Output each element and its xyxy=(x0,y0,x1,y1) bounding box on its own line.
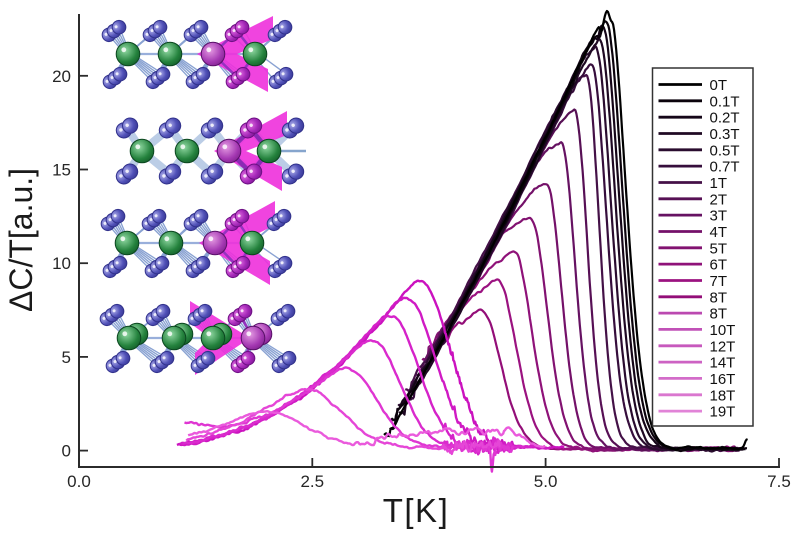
svg-text:0.7T: 0.7T xyxy=(710,159,740,176)
svg-text:18T: 18T xyxy=(710,387,736,404)
svg-text:8T: 8T xyxy=(710,306,728,323)
svg-text:5T: 5T xyxy=(710,240,728,257)
svg-text:7.5: 7.5 xyxy=(767,472,791,491)
svg-text:T[K]: T[K] xyxy=(383,492,450,529)
svg-text:3T: 3T xyxy=(710,208,728,225)
svg-text:0T: 0T xyxy=(710,77,728,94)
svg-text:19T: 19T xyxy=(710,404,736,421)
svg-text:6T: 6T xyxy=(710,257,728,274)
svg-text:4T: 4T xyxy=(710,224,728,241)
svg-text:2.5: 2.5 xyxy=(300,472,324,491)
svg-text:7T: 7T xyxy=(710,273,728,290)
svg-text:15: 15 xyxy=(52,161,71,180)
svg-text:8T: 8T xyxy=(710,289,728,306)
svg-text:2T: 2T xyxy=(710,191,728,208)
svg-text:10T: 10T xyxy=(710,322,736,339)
svg-text:5: 5 xyxy=(62,348,71,367)
svg-text:0: 0 xyxy=(62,442,71,461)
svg-text:0.1T: 0.1T xyxy=(710,93,740,110)
svg-text:0.2T: 0.2T xyxy=(710,110,740,127)
svg-text:5.0: 5.0 xyxy=(534,472,558,491)
svg-text:0.3T: 0.3T xyxy=(710,126,740,143)
svg-text:ΔC/T[a.u.]: ΔC/T[a.u.] xyxy=(3,168,39,312)
svg-text:14T: 14T xyxy=(710,355,736,372)
svg-text:20: 20 xyxy=(52,67,71,86)
svg-text:0.0: 0.0 xyxy=(67,472,91,491)
svg-text:16T: 16T xyxy=(710,371,736,388)
svg-text:10: 10 xyxy=(52,254,71,273)
svg-text:1T: 1T xyxy=(710,175,728,192)
svg-text:12T: 12T xyxy=(710,338,736,355)
svg-text:0.5T: 0.5T xyxy=(710,142,740,159)
